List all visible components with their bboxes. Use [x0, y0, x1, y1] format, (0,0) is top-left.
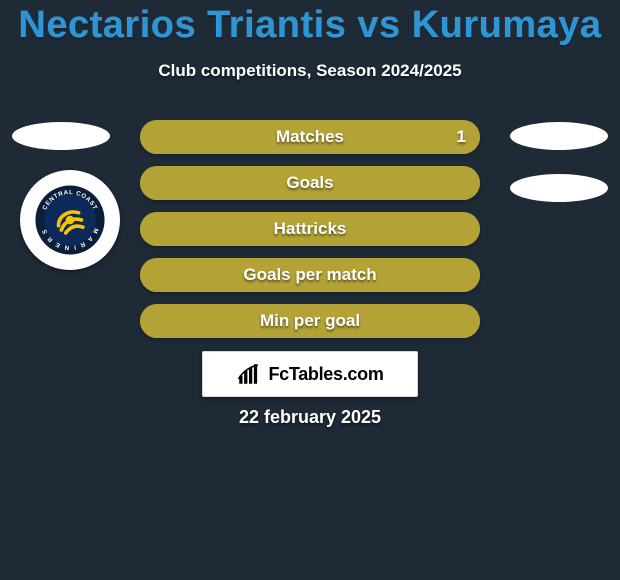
stat-bar-label: Hattricks: [140, 212, 480, 246]
banner-text: FcTables.com: [268, 364, 383, 385]
stat-bar: Matches1: [140, 120, 480, 154]
stat-bar: Hattricks: [140, 212, 480, 246]
stat-bar-label: Min per goal: [140, 304, 480, 338]
stat-bar-label: Goals per match: [140, 258, 480, 292]
subtitle: Club competitions, Season 2024/2025: [0, 47, 620, 81]
stat-bar-label: Matches: [140, 120, 480, 154]
right-player-marker: [510, 174, 608, 202]
barchart-icon: [236, 361, 262, 387]
source-banner[interactable]: FcTables.com: [202, 351, 418, 397]
stat-bar: Goals per match: [140, 258, 480, 292]
stats-bar-group: Matches1 Goals Hattricks Goals per match Min…: [140, 120, 480, 350]
mariners-crest-icon: CENTRAL COAST M A R I N E R S: [34, 184, 106, 256]
page-title: Nectarios Triantis vs Kurumaya: [0, 0, 620, 47]
left-player-marker: [12, 122, 110, 150]
stat-bar: Min per goal: [140, 304, 480, 338]
right-player-marker: [510, 122, 608, 150]
stat-bar: Goals: [140, 166, 480, 200]
stat-bar-right-value: 1: [457, 120, 466, 154]
date-label: 22 february 2025: [0, 407, 620, 428]
club-badge: CENTRAL COAST M A R I N E R S: [20, 170, 120, 270]
stat-bar-label: Goals: [140, 166, 480, 200]
